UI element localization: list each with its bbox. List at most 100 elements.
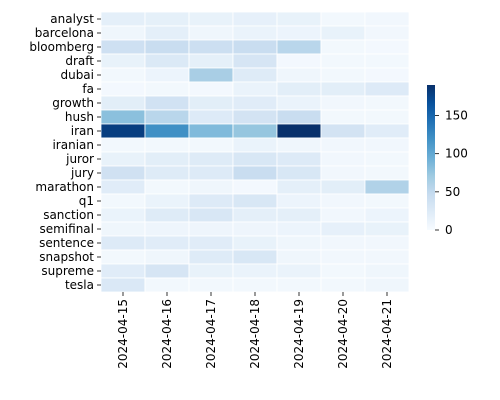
- heatmap-cell-barcelona-2024-04-18: [232, 25, 278, 41]
- heatmap-cell-supreme-2024-04-20: [320, 263, 366, 279]
- heatmap-cell-hush-2024-04-16: [144, 109, 190, 125]
- y-tick-label-semifinal: semifinal: [39, 222, 94, 236]
- heatmap-cell-barcelona-2024-04-17: [188, 25, 234, 41]
- heatmap-cell-semifinal-2024-04-20: [320, 221, 366, 237]
- heatmap-cell-growth-2024-04-21: [364, 95, 410, 111]
- heatmap-cell-marathon-2024-04-21: [364, 179, 410, 195]
- heatmap-cell-hush-2024-04-19: [276, 109, 322, 125]
- y-tick-label-q1: q1: [79, 194, 94, 208]
- heatmap-cell-sentence-2024-04-21: [364, 235, 410, 251]
- heatmap-cell-sanction-2024-04-17: [188, 207, 234, 223]
- y-tick-label-iran: iran: [71, 124, 94, 138]
- heatmap-cell-sentence-2024-04-19: [276, 235, 322, 251]
- heatmap-cell-barcelona-2024-04-19: [276, 25, 322, 41]
- heatmap-cell-snapshot-2024-04-19: [276, 249, 322, 265]
- y-tick-label-sanction: sanction: [43, 208, 94, 222]
- heatmap-cell-bloomberg-2024-04-18: [232, 39, 278, 55]
- x-tick-label-2024-04-16: 2024-04-16: [160, 299, 174, 369]
- heatmap-cell-fa-2024-04-19: [276, 81, 322, 97]
- heatmap-cells: [100, 11, 410, 293]
- heatmap-cell-sentence-2024-04-15: [100, 235, 146, 251]
- x-tick-label-2024-04-21: 2024-04-21: [380, 299, 394, 369]
- heatmap-cell-juror-2024-04-19: [276, 151, 322, 167]
- x-axis-labels: 2024-04-15 2024-04-16 2024-04-17 2024-04-18…: [116, 292, 394, 369]
- heatmap-cell-sentence-2024-04-17: [188, 235, 234, 251]
- heatmap-cell-jury-2024-04-20: [320, 165, 366, 181]
- y-tick-label-bloomberg: bloomberg: [29, 40, 94, 54]
- heatmap-cell-q1-2024-04-17: [188, 193, 234, 209]
- heatmap-cell-draft-2024-04-17: [188, 53, 234, 69]
- colorbar-tick-label-150: 150: [445, 109, 468, 123]
- heatmap-cell-semifinal-2024-04-15: [100, 221, 146, 237]
- heatmap-cell-marathon-2024-04-15: [100, 179, 146, 195]
- heatmap-cell-juror-2024-04-17: [188, 151, 234, 167]
- heatmap-cell-tesla-2024-04-17: [188, 277, 234, 293]
- heatmap-cell-juror-2024-04-21: [364, 151, 410, 167]
- y-tick-label-analyst: analyst: [50, 12, 94, 26]
- heatmap-cell-draft-2024-04-21: [364, 53, 410, 69]
- heatmap-cell-iran-2024-04-17: [188, 123, 234, 139]
- heatmap-cell-dubai-2024-04-15: [100, 67, 146, 83]
- heatmap-cell-q1-2024-04-16: [144, 193, 190, 209]
- heatmap-cell-q1-2024-04-18: [232, 193, 278, 209]
- heatmap-cell-marathon-2024-04-16: [144, 179, 190, 195]
- heatmap-cell-iranian-2024-04-19: [276, 137, 322, 153]
- heatmap-cell-bloomberg-2024-04-15: [100, 39, 146, 55]
- heatmap-cell-q1-2024-04-21: [364, 193, 410, 209]
- heatmap-cell-draft-2024-04-15: [100, 53, 146, 69]
- heatmap-cell-growth-2024-04-17: [188, 95, 234, 111]
- heatmap-cell-iranian-2024-04-20: [320, 137, 366, 153]
- colorbar-tick-label-0: 0: [445, 223, 453, 237]
- heatmap-cell-hush-2024-04-17: [188, 109, 234, 125]
- heatmap-cell-supreme-2024-04-17: [188, 263, 234, 279]
- heatmap-cell-tesla-2024-04-19: [276, 277, 322, 293]
- heatmap-cell-snapshot-2024-04-21: [364, 249, 410, 265]
- heatmap-cell-growth-2024-04-19: [276, 95, 322, 111]
- heatmap-cell-supreme-2024-04-19: [276, 263, 322, 279]
- heatmap-cell-iran-2024-04-19: [276, 123, 322, 139]
- heatmap-cell-bloomberg-2024-04-20: [320, 39, 366, 55]
- heatmap-cell-snapshot-2024-04-15: [100, 249, 146, 265]
- heatmap-cell-tesla-2024-04-20: [320, 277, 366, 293]
- heatmap-cell-iran-2024-04-21: [364, 123, 410, 139]
- y-tick-label-marathon: marathon: [35, 180, 94, 194]
- heatmap-cell-barcelona-2024-04-20: [320, 25, 366, 41]
- heatmap-cell-jury-2024-04-17: [188, 165, 234, 181]
- heatmap-cell-dubai-2024-04-16: [144, 67, 190, 83]
- heatmap-cell-sanction-2024-04-21: [364, 207, 410, 223]
- heatmap-cell-jury-2024-04-18: [232, 165, 278, 181]
- heatmap-cell-iran-2024-04-15: [100, 123, 146, 139]
- y-tick-label-hush: hush: [65, 110, 94, 124]
- heatmap-cell-tesla-2024-04-15: [100, 277, 146, 293]
- heatmap-cell-semifinal-2024-04-17: [188, 221, 234, 237]
- heatmap-cell-hush-2024-04-15: [100, 109, 146, 125]
- heatmap-cell-iran-2024-04-16: [144, 123, 190, 139]
- heatmap-cell-draft-2024-04-20: [320, 53, 366, 69]
- heatmap-cell-supreme-2024-04-15: [100, 263, 146, 279]
- heatmap-cell-hush-2024-04-20: [320, 109, 366, 125]
- colorbar-tick-label-100: 100: [445, 147, 468, 161]
- x-tick-label-2024-04-18: 2024-04-18: [248, 299, 262, 369]
- heatmap-cell-supreme-2024-04-21: [364, 263, 410, 279]
- x-tick-label-2024-04-17: 2024-04-17: [204, 299, 218, 369]
- heatmap-cell-marathon-2024-04-17: [188, 179, 234, 195]
- heatmap-cell-sanction-2024-04-16: [144, 207, 190, 223]
- heatmap-cell-juror-2024-04-16: [144, 151, 190, 167]
- heatmap-cell-sentence-2024-04-16: [144, 235, 190, 251]
- heatmap-cell-iranian-2024-04-15: [100, 137, 146, 153]
- heatmap-cell-sanction-2024-04-19: [276, 207, 322, 223]
- heatmap-cell-sanction-2024-04-18: [232, 207, 278, 223]
- y-tick-label-juror: juror: [65, 152, 94, 166]
- heatmap-cell-draft-2024-04-19: [276, 53, 322, 69]
- heatmap-cell-fa-2024-04-21: [364, 81, 410, 97]
- heatmap-cell-marathon-2024-04-19: [276, 179, 322, 195]
- heatmap-cell-sanction-2024-04-15: [100, 207, 146, 223]
- heatmap-cell-growth-2024-04-15: [100, 95, 146, 111]
- heatmap-cell-fa-2024-04-17: [188, 81, 234, 97]
- heatmap-cell-bloomberg-2024-04-17: [188, 39, 234, 55]
- colorbar: 0 50 100 150: [427, 85, 468, 237]
- heatmap-cell-bloomberg-2024-04-16: [144, 39, 190, 55]
- heatmap-cell-fa-2024-04-18: [232, 81, 278, 97]
- y-tick-label-barcelona: barcelona: [35, 26, 94, 40]
